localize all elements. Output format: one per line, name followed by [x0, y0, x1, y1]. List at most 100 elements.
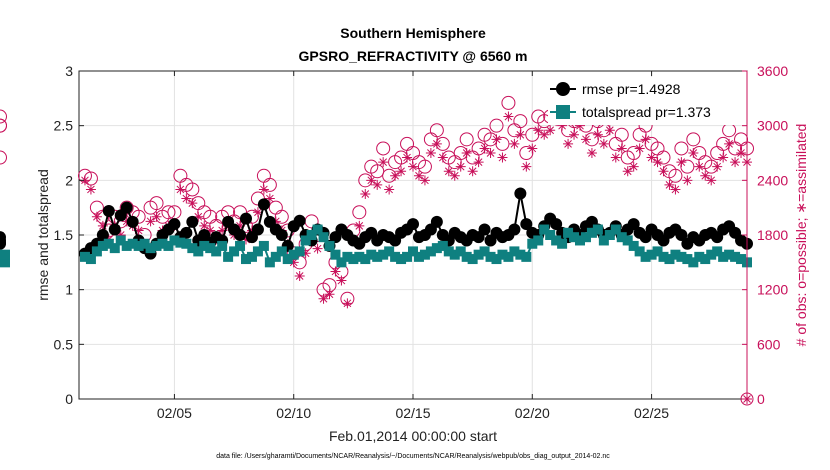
obs-possible-point	[262, 177, 277, 192]
obs-possible-point	[495, 136, 510, 151]
rmse-point	[478, 223, 491, 236]
spread-point	[628, 240, 639, 251]
y-tick-label: 0.5	[54, 336, 74, 352]
rmse-point	[627, 218, 640, 231]
spread-point	[676, 251, 687, 262]
spread-point	[557, 238, 568, 249]
obs-assimilated-point	[145, 216, 156, 227]
spread-point	[616, 232, 627, 243]
obs-assimilated-point	[384, 184, 395, 195]
spread-point	[700, 254, 711, 265]
spread-point	[402, 251, 413, 262]
spread-point	[479, 246, 490, 257]
obs-assimilated-point	[378, 157, 389, 168]
chart-subtitle: GPSRO_REFRACTIVITY @ 6560 m	[299, 48, 528, 64]
spread-point	[0, 257, 10, 268]
obs-assimilated-point	[366, 175, 377, 186]
obs-assimilated-point	[354, 220, 365, 231]
spread-point	[396, 254, 407, 265]
spread-point	[282, 254, 293, 265]
obs-assimilated-point	[318, 293, 329, 304]
spread-point	[103, 238, 114, 249]
obs-possible-point	[489, 118, 504, 133]
y-tick-label: 1	[65, 282, 73, 298]
legend-rmse-label: rmse pr=1.4928	[582, 81, 681, 97]
obs-possible-point	[686, 132, 701, 147]
y2-axis-label: # of obs: o=possible; ∗=assimilated	[793, 124, 809, 347]
x-tick-label: 02/15	[395, 405, 430, 421]
y2-tick-label: 3000	[757, 118, 788, 134]
spread-point	[121, 240, 132, 251]
obs-assimilated-point	[461, 148, 472, 158]
obs-assimilated-point	[688, 148, 699, 158]
obs-assimilated-point	[527, 143, 538, 154]
obs-assimilated-point	[312, 243, 323, 254]
obs-assimilated-point	[563, 138, 574, 149]
obs-assimilated-point	[91, 211, 102, 222]
spread-point	[169, 235, 180, 246]
rmse-point	[275, 229, 288, 241]
spread-point	[0, 249, 10, 260]
obs-assimilated-point	[133, 225, 144, 236]
obs-assimilated-point	[413, 170, 424, 181]
rmse-point	[257, 198, 270, 211]
legend-spread-label: totalspread pr=1.373	[582, 104, 711, 120]
obs-assimilated-point	[700, 170, 711, 181]
obs-possible-point	[0, 118, 7, 133]
obs-assimilated-point	[396, 166, 407, 177]
obs-possible-point	[668, 168, 683, 183]
obs-assimilated-point	[181, 193, 192, 204]
obs-assimilated-point	[97, 220, 108, 231]
obs-assimilated-point	[634, 143, 645, 154]
rmse-point	[251, 223, 264, 236]
y-tick-label: 0	[65, 391, 73, 407]
spread-point	[229, 246, 240, 257]
spread-point	[139, 238, 150, 249]
obs-possible-point	[376, 141, 391, 156]
obs-assimilated-point	[431, 138, 442, 149]
spread-point	[79, 251, 90, 262]
obs-assimilated-point	[288, 257, 299, 268]
obs-assimilated-point	[533, 125, 544, 136]
rmse-point	[120, 201, 133, 214]
spread-point	[390, 251, 401, 262]
x-tick-label: 02/10	[276, 405, 311, 421]
obs-assimilated-point	[330, 266, 341, 277]
spread-point	[258, 240, 269, 251]
spread-point	[497, 249, 508, 260]
obs-assimilated-point	[652, 157, 663, 168]
spread-point	[730, 251, 741, 262]
obs-assimilated-point	[205, 225, 216, 236]
obs-assimilated-point	[670, 184, 681, 195]
rmse-point	[240, 212, 252, 225]
spread-point	[276, 246, 287, 257]
spread-point	[288, 249, 299, 260]
obs-assimilated-point	[497, 152, 508, 163]
spread-point	[199, 240, 210, 251]
obs-possible-point	[459, 132, 474, 147]
obs-assimilated-point	[586, 148, 597, 158]
obs-possible-point	[161, 205, 176, 220]
x-tick-label: 02/25	[634, 405, 669, 421]
spread-point	[252, 246, 263, 257]
spread-point	[157, 238, 168, 249]
spread-point	[312, 224, 323, 235]
obs-assimilated-point	[241, 234, 251, 245]
spread-point	[330, 249, 341, 260]
spread-point	[712, 246, 723, 257]
obs-assimilated-point	[622, 166, 633, 177]
spread-point	[533, 235, 544, 246]
obs-possible-point	[519, 146, 534, 160]
data-file-footnote: data file: /Users/gharamti/Documents/NCA…	[216, 453, 610, 460]
obs-assimilated-point	[324, 289, 335, 300]
spread-point	[646, 249, 657, 260]
spread-point	[485, 251, 496, 262]
obs-assimilated-point	[193, 211, 204, 222]
obs-assimilated-point	[425, 148, 436, 158]
obs-possible-point	[149, 196, 164, 211]
spread-point	[187, 243, 198, 254]
obs-assimilated-point	[437, 152, 448, 163]
spread-point	[718, 251, 729, 262]
spread-point	[235, 240, 246, 251]
